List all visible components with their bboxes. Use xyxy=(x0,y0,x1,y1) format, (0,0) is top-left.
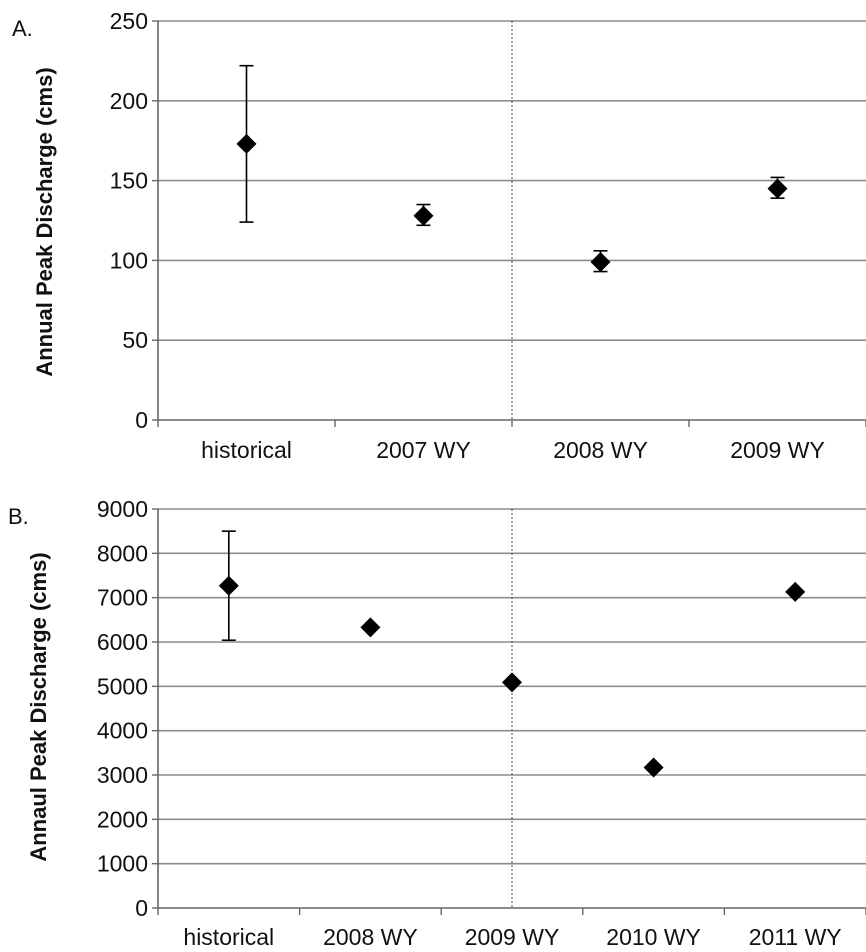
x-tick-label: 2009 WY xyxy=(730,437,825,463)
x-tick-label: 2008 WY xyxy=(553,437,648,463)
x-tick-label: 2009 WY xyxy=(465,924,560,950)
y-tick-label: 6000 xyxy=(97,629,148,655)
y-tick-label: 250 xyxy=(110,8,148,34)
y-tick-label: 1000 xyxy=(97,851,148,877)
y-axis-label: Annual Peak Discharge (cms) xyxy=(32,67,57,376)
y-tick-label: 50 xyxy=(122,327,148,353)
data-point xyxy=(785,581,806,602)
y-tick-label: 7000 xyxy=(97,585,148,611)
x-tick-label: 2008 WY xyxy=(323,924,418,950)
x-tick-label: 2010 WY xyxy=(606,924,701,950)
y-tick-label: 0 xyxy=(135,407,148,433)
data-point xyxy=(767,178,788,199)
x-tick-label: historical xyxy=(183,924,274,950)
y-tick-label: 5000 xyxy=(97,673,148,699)
data-point xyxy=(643,757,664,778)
data-point xyxy=(413,205,434,226)
data-point xyxy=(360,617,381,638)
x-tick-label: historical xyxy=(201,437,292,463)
y-tick-label: 3000 xyxy=(97,762,148,788)
panel-b: B. 0 1000 2000 3000 4000 5000 6000 7000 8000 9000 h… xyxy=(8,496,866,950)
panel-a: A. 0 50 100 150 200 250 historical 2007 WY 2008 W… xyxy=(12,8,866,463)
x-tick-label: 2011 WY xyxy=(749,924,842,950)
data-point xyxy=(236,133,257,154)
y-tick-label: 150 xyxy=(110,168,148,194)
y-tick-label: 8000 xyxy=(97,540,148,566)
y-tick-label: 100 xyxy=(110,247,148,273)
data-point xyxy=(502,672,522,693)
data-point xyxy=(590,251,611,272)
panel-label: B. xyxy=(8,504,29,529)
y-axis-label: Annaul Peak Discharge (cms) xyxy=(26,552,51,861)
y-tick-label: 2000 xyxy=(97,806,148,832)
y-tick-label: 0 xyxy=(135,895,148,921)
x-tick-label: 2007 WY xyxy=(376,437,471,463)
panel-label: A. xyxy=(12,16,33,41)
y-tick-label: 4000 xyxy=(97,718,148,744)
y-tick-label: 200 xyxy=(110,88,148,114)
data-point xyxy=(218,575,239,596)
y-tick-label: 9000 xyxy=(97,496,148,522)
